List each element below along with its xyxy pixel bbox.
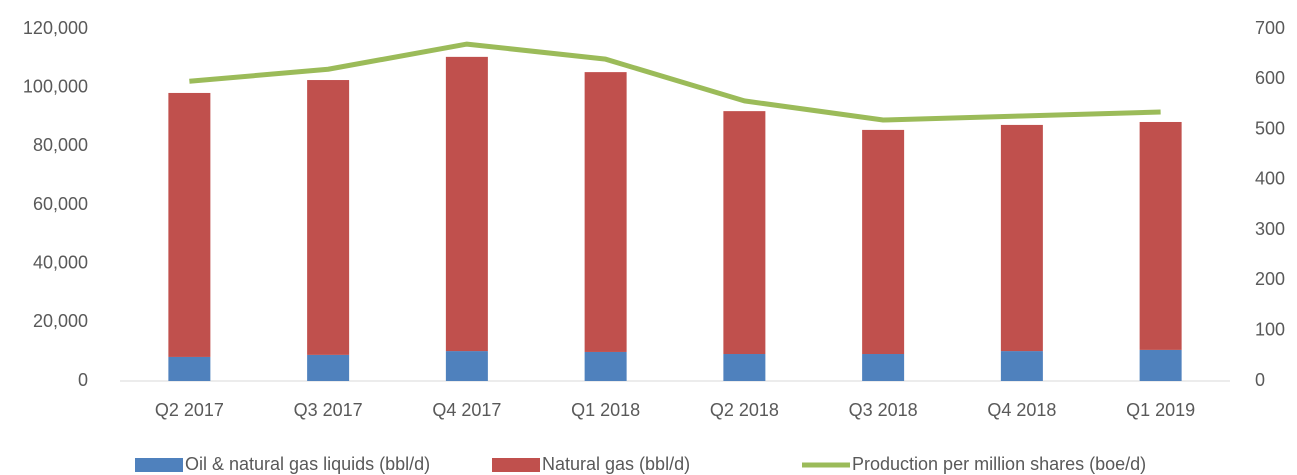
bar <box>168 92 211 357</box>
legend-label: Oil & natural gas liquids (bbl/d) <box>185 454 430 474</box>
y-tick-label: 20,000 <box>33 311 88 331</box>
y-tick-label: 120,000 <box>23 18 88 38</box>
y2-tick-label: 600 <box>1255 68 1285 88</box>
y2-tick-label: 300 <box>1255 219 1285 239</box>
y2-tick-label: 700 <box>1255 18 1285 38</box>
bar <box>584 72 627 352</box>
y-tick-label: 80,000 <box>33 135 88 155</box>
bar <box>1000 351 1043 381</box>
y2-tick-label: 0 <box>1255 370 1265 390</box>
y-tick-label: 0 <box>78 370 88 390</box>
x-tick-label: Q2 2017 <box>155 400 224 420</box>
x-tick-label: Q1 2019 <box>1126 400 1195 420</box>
bar <box>445 56 488 352</box>
legend-label: Natural gas (bbl/d) <box>542 454 690 474</box>
bar <box>862 129 905 355</box>
x-tick-label: Q4 2017 <box>432 400 501 420</box>
bar <box>723 111 766 355</box>
legend-swatch <box>492 458 540 472</box>
y2-tick-label: 500 <box>1255 118 1285 138</box>
x-tick-label: Q4 2018 <box>987 400 1056 420</box>
bar <box>1139 121 1182 350</box>
line <box>189 41 1161 123</box>
y2-tick-label: 400 <box>1255 169 1285 189</box>
y2-tick-label: 100 <box>1255 319 1285 339</box>
y-tick-label: 100,000 <box>23 76 88 96</box>
bar <box>723 354 766 381</box>
x-tick-label: Q3 2018 <box>849 400 918 420</box>
x-tick-label: Q1 2018 <box>571 400 640 420</box>
legend-swatch <box>135 458 183 472</box>
bar <box>445 351 488 381</box>
bar <box>862 354 905 381</box>
x-tick-label: Q2 2018 <box>710 400 779 420</box>
bar <box>307 354 350 381</box>
bar <box>1139 349 1182 381</box>
x-tick-label: Q3 2017 <box>294 400 363 420</box>
bar <box>307 80 350 355</box>
y2-tick-label: 200 <box>1255 269 1285 289</box>
y-tick-label: 60,000 <box>33 194 88 214</box>
bar <box>584 351 627 381</box>
legend-label: Production per million shares (boe/d) <box>852 454 1146 474</box>
bar <box>1000 124 1043 352</box>
y-tick-label: 40,000 <box>33 252 88 272</box>
bar <box>168 356 211 381</box>
